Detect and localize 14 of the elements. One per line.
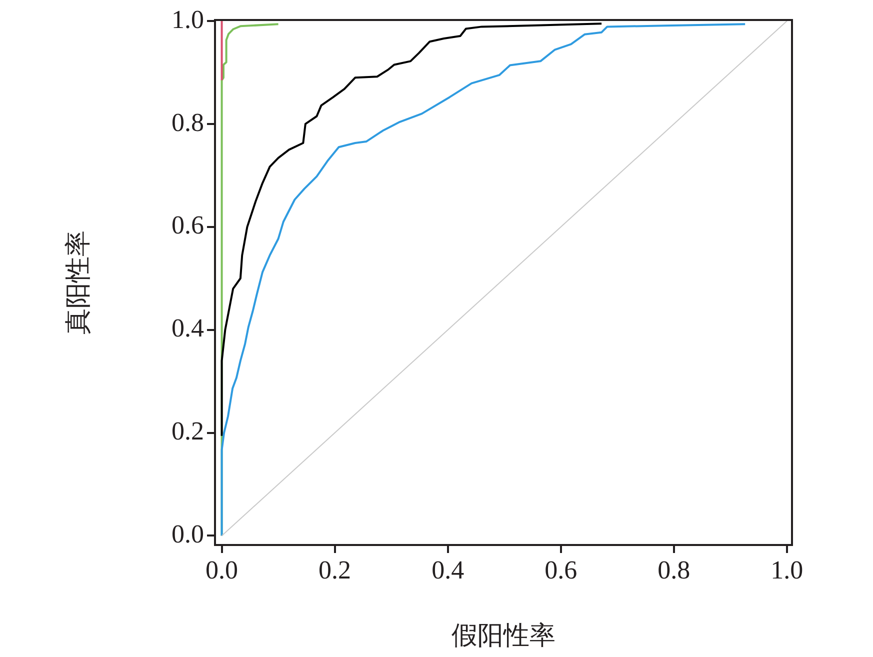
x-tick-label: 0.4 <box>432 555 464 584</box>
y-tick-label: 0.0 <box>172 520 204 549</box>
x-tick-label: 0.8 <box>658 555 690 584</box>
y-tick-label: 0.4 <box>172 314 204 343</box>
x-tick-label: 1.0 <box>770 555 804 584</box>
y-tick-label: 0.6 <box>172 210 204 240</box>
x-tick-label: 0.6 <box>544 555 578 584</box>
x-tick-label: 0.0 <box>206 555 238 584</box>
y-axis-title: 真阳性率 <box>63 230 92 334</box>
y-tick-label: 0.8 <box>172 108 204 137</box>
y-tick-label: 0.2 <box>172 416 204 446</box>
y-tick-label: 1.0 <box>172 4 204 34</box>
x-axis-title: 假阳性率 <box>452 621 556 650</box>
x-tick-label: 0.2 <box>318 555 352 584</box>
